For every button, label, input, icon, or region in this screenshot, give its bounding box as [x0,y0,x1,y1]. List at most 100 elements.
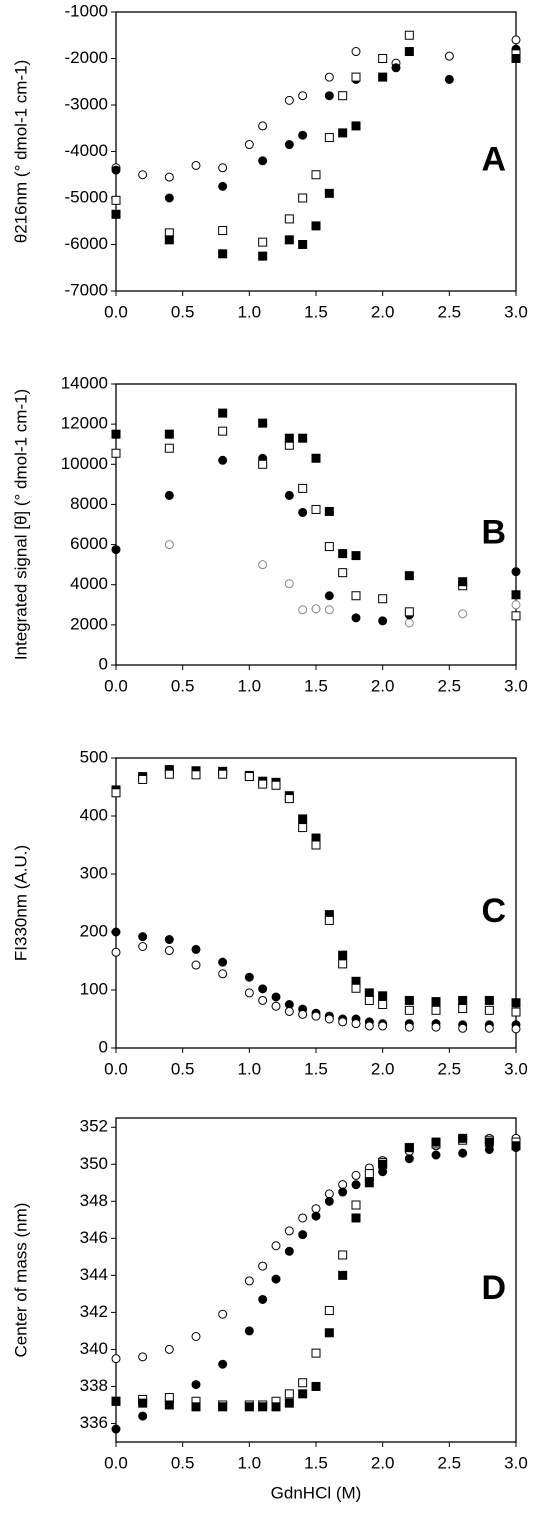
y-tick-label: -7000 [65,280,108,299]
circle-marker [404,1022,414,1032]
circle-marker [244,972,254,982]
circle-marker [364,1021,374,1031]
circle-marker [431,1022,441,1032]
square-marker [111,788,121,798]
x-axis-label: GdnHCl (M) [271,1483,362,1502]
square-marker [218,426,228,436]
square-marker [364,988,374,998]
square-marker [311,453,321,463]
square-marker [111,429,121,439]
square-marker [351,121,361,131]
square-marker [404,1143,414,1153]
square-marker [164,1400,174,1410]
y-tick-label: 8000 [70,494,108,513]
circle-marker [311,1211,321,1221]
square-marker [284,1398,294,1408]
circle-marker [258,156,268,166]
plot-frame [115,757,517,1049]
square-marker [111,209,121,219]
circle-marker [338,1180,348,1190]
square-marker [258,779,268,789]
circle-marker [191,1331,201,1341]
circle-marker [298,605,308,615]
circle-marker [218,455,228,465]
square-marker [431,1005,441,1015]
x-tick-label: 0.5 [171,1453,195,1472]
x-tick-label: 0.0 [104,676,128,695]
square-marker [431,997,441,1007]
circle-marker [284,140,294,150]
circle-marker [258,1294,268,1304]
circle-marker [324,1014,334,1024]
y-tick-label: 346 [80,1228,108,1247]
square-marker [164,235,174,245]
circle-marker [511,567,521,577]
square-marker [218,249,228,259]
square-marker [364,1169,374,1179]
y-tick-label: 4000 [70,574,108,593]
y-tick-label: -3000 [65,94,108,113]
y-tick-label: -5000 [65,187,108,206]
square-marker [338,1270,348,1280]
panel-label: A [481,140,506,178]
circle-marker [284,579,294,589]
x-tick-label: 2.5 [438,302,462,321]
y-tick-label: 100 [80,979,108,998]
y-axis-label: θ216nm (° dmol-1 cm-1) [11,60,30,243]
circle-marker [338,1187,348,1197]
y-axis-label: Integrated signal [θ] (° dmol-1 cm-1) [11,389,30,660]
circle-marker [511,1024,521,1034]
circle-marker [111,165,121,175]
x-tick-label: 1.5 [304,1453,328,1472]
circle-marker [138,1411,148,1421]
square-marker [431,1137,441,1147]
square-marker [511,998,521,1008]
square-marker [311,170,321,180]
square-marker [378,54,388,63]
y-tick-label: 500 [80,747,108,766]
square-marker [258,418,268,428]
square-marker [404,995,414,1005]
x-tick-label: 2.5 [438,1453,462,1472]
x-tick-label: 1.0 [238,302,262,321]
square-marker [218,226,228,236]
circle-marker [111,545,121,555]
x-tick-label: 2.0 [371,1059,395,1078]
square-marker [324,188,334,198]
square-marker [111,195,121,205]
circle-marker [458,609,468,619]
circle-marker [324,605,334,615]
square-marker [338,1250,348,1260]
circle-marker [218,957,228,967]
square-marker [484,1005,494,1015]
circle-marker [324,91,334,101]
circle-marker [351,613,361,623]
y-tick-label: -1000 [65,1,108,20]
square-marker [378,1159,388,1169]
panel: 336 338 340 342 344 346 348 350 352 0.0 0.5 1.0 1.5 2… [11,1117,527,1503]
square-marker [111,448,121,458]
square-marker [298,483,308,493]
square-marker [338,950,348,960]
circle-marker [311,1011,321,1021]
square-marker [404,30,414,40]
circle-marker [164,935,174,945]
circle-marker [111,1354,121,1364]
circle-marker [298,507,308,517]
panel: 0 2000 4000 6000 8000 10000 12000 14000 0.0 0.5 1.… [11,373,527,695]
square-marker [338,959,348,969]
square-marker [364,1178,374,1188]
circle-marker [298,91,308,101]
circle-marker [298,130,308,140]
x-tick-label: 1.0 [238,676,262,695]
square-marker [324,1306,334,1316]
x-tick-label: 0.0 [104,302,128,321]
circle-marker [298,1230,308,1240]
plot-frame [115,383,517,666]
square-marker [458,995,468,1005]
y-tick-label: -6000 [65,234,108,253]
square-marker [338,91,348,101]
square-marker [218,1402,228,1412]
circle-marker [191,944,201,954]
